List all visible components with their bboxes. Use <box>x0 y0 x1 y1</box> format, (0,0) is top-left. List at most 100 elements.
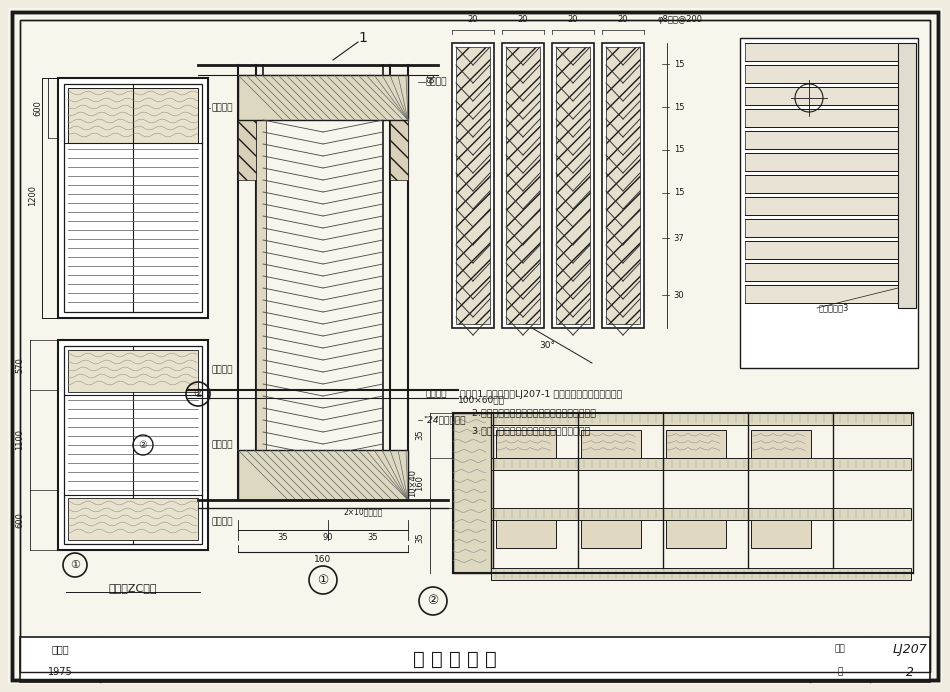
Text: 35: 35 <box>415 430 425 440</box>
Bar <box>745 109 913 127</box>
Bar <box>68 88 198 143</box>
Bar <box>745 87 913 105</box>
Bar <box>491 458 911 470</box>
Text: "24镀锌白铁制: "24镀锌白铁制 <box>423 415 466 424</box>
Text: ②: ② <box>428 594 439 608</box>
Text: 2.百页窗先分成四片加工，安装前用螺栓合拢。: 2.百页窗先分成四片加工，安装前用螺栓合拢。 <box>460 408 596 417</box>
Text: φ8螺栓@200: φ8螺栓@200 <box>657 15 702 24</box>
Text: 编号: 编号 <box>835 644 846 653</box>
Bar <box>581 430 641 458</box>
Bar <box>238 120 256 180</box>
Bar <box>238 75 408 120</box>
Text: 20: 20 <box>568 15 579 24</box>
Text: 37: 37 <box>674 234 684 243</box>
Bar <box>453 413 491 573</box>
Text: ①: ① <box>70 560 80 570</box>
Text: 600: 600 <box>15 512 25 528</box>
Text: 三合板窗: 三合板窗 <box>211 441 233 450</box>
Bar <box>448 408 918 583</box>
Text: 三合板窗: 三合板窗 <box>426 78 447 86</box>
Bar <box>552 43 594 328</box>
Bar <box>556 47 590 324</box>
Text: 30: 30 <box>674 291 684 300</box>
Text: 插入混凝土3: 插入混凝土3 <box>819 304 849 313</box>
Bar <box>68 350 198 392</box>
Bar <box>496 430 556 458</box>
Bar <box>506 47 540 324</box>
Text: 570: 570 <box>15 357 25 373</box>
Text: 60: 60 <box>428 73 436 83</box>
Text: 1100: 1100 <box>15 430 25 450</box>
Text: 2: 2 <box>906 666 914 678</box>
Text: 2×10粗细烫墨: 2×10粗细烫墨 <box>343 507 382 516</box>
Bar <box>68 498 198 540</box>
Bar <box>58 78 208 318</box>
Bar <box>745 241 913 259</box>
Bar <box>745 285 913 303</box>
Text: 90: 90 <box>323 534 333 543</box>
Bar <box>452 38 662 368</box>
Bar <box>263 120 383 450</box>
Text: 20: 20 <box>518 15 528 24</box>
Text: 通 风 遮 光 窗: 通 风 遮 光 窗 <box>413 650 497 668</box>
Text: 三合板窗: 三合板窗 <box>211 365 233 374</box>
Bar <box>751 520 811 548</box>
Text: 1: 1 <box>358 31 368 45</box>
Bar <box>58 340 208 550</box>
Text: 1975: 1975 <box>48 667 72 677</box>
Bar <box>491 508 911 520</box>
Bar <box>666 430 726 458</box>
Bar <box>456 47 490 324</box>
Bar <box>20 637 930 682</box>
Text: 说明：1.本图为配合LJ207-1 使用，以取代部分木板窗。: 说明：1.本图为配合LJ207-1 使用，以取代部分木板窗。 <box>460 390 622 399</box>
Bar <box>452 43 494 328</box>
Bar <box>502 43 544 328</box>
Text: 15: 15 <box>674 188 684 197</box>
Bar <box>64 346 202 544</box>
Bar <box>745 43 913 61</box>
Text: 35: 35 <box>277 534 288 543</box>
Text: 35: 35 <box>415 533 425 543</box>
Text: 页: 页 <box>837 668 843 677</box>
Bar <box>898 43 916 308</box>
Bar <box>223 32 423 580</box>
Text: 三合板窗: 三合板窗 <box>426 390 447 399</box>
Text: 160: 160 <box>415 475 425 491</box>
Text: 600: 600 <box>33 100 43 116</box>
Text: 10×40: 10×40 <box>408 469 417 497</box>
Text: LJ207: LJ207 <box>893 642 927 655</box>
Bar <box>745 263 913 281</box>
Text: 15: 15 <box>674 60 684 69</box>
Bar <box>256 75 266 500</box>
Bar <box>491 568 911 580</box>
Text: 15: 15 <box>674 102 684 111</box>
Bar <box>496 520 556 548</box>
Text: 100×60活页: 100×60活页 <box>458 396 505 405</box>
Text: 160: 160 <box>314 556 332 565</box>
Bar <box>745 153 913 171</box>
Bar <box>740 38 918 368</box>
Bar <box>745 197 913 215</box>
Text: 35: 35 <box>368 534 378 543</box>
Bar <box>602 43 644 328</box>
Bar <box>606 47 640 324</box>
Text: 三合板框: 三合板框 <box>211 518 233 527</box>
Bar <box>745 65 913 83</box>
Bar <box>745 131 913 149</box>
Text: ①: ① <box>317 574 329 587</box>
Text: 通用图: 通用图 <box>51 644 68 654</box>
Text: 20: 20 <box>618 15 628 24</box>
Bar <box>745 175 913 193</box>
Text: 15: 15 <box>674 145 684 154</box>
Bar <box>64 84 202 312</box>
Text: 遮光窗ZC立面: 遮光窗ZC立面 <box>108 583 158 593</box>
Text: ②: ② <box>139 440 147 450</box>
Text: 20: 20 <box>467 15 478 24</box>
Text: 30°: 30° <box>539 341 555 351</box>
Text: 3.全部百页板刨打片一度，无光黑油漆两度。: 3.全部百页板刨打片一度，无光黑油漆两度。 <box>460 426 590 435</box>
Bar <box>581 520 641 548</box>
Text: 1200: 1200 <box>28 185 37 206</box>
Bar <box>745 219 913 237</box>
Text: 三合板窗: 三合板窗 <box>211 104 233 113</box>
Bar <box>491 413 911 425</box>
